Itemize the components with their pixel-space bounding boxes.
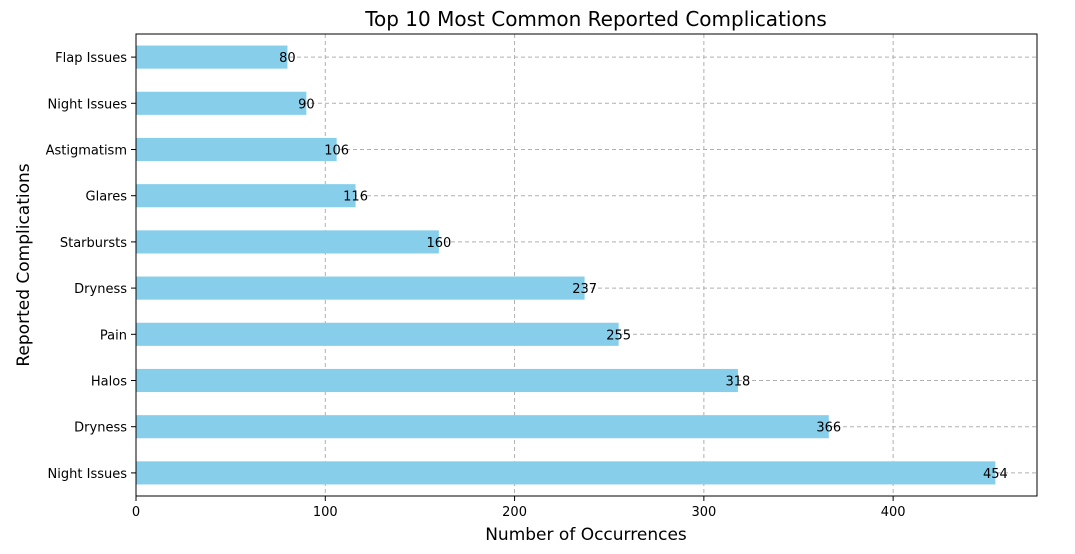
x-tick-label: 300 (691, 505, 716, 520)
y-tick-label: Night Issues (48, 97, 128, 112)
y-tick-label: Astigmatism (46, 144, 127, 159)
y-tick-label: Starbursts (60, 236, 127, 251)
bar (136, 368, 738, 393)
y-tick-label: Dryness (74, 421, 127, 436)
bar-value-label: 237 (572, 282, 597, 297)
y-tick-label: Pain (100, 328, 127, 343)
y-axis-label: Reported Complications (14, 163, 34, 366)
bar-value-label: 80 (279, 51, 296, 66)
bar (136, 230, 439, 254)
y-tick-label: Night Issues (48, 467, 128, 482)
bar-value-label: 116 (343, 190, 368, 205)
y-tick-label: Dryness (74, 282, 127, 297)
bar (136, 276, 585, 300)
bar (136, 45, 288, 69)
bar-value-label: 366 (816, 421, 841, 436)
bar-value-label: 318 (726, 375, 751, 390)
bar-value-label: 106 (324, 144, 349, 159)
y-tick-label: Halos (91, 375, 127, 390)
y-tick-label: Flap Issues (55, 51, 127, 66)
x-tick-label: 200 (502, 505, 527, 520)
plot-frame (135, 33, 1038, 497)
x-tick-label: 0 (132, 505, 140, 520)
bar-value-label: 90 (298, 97, 315, 112)
bar-value-label: 160 (426, 236, 451, 251)
data-labels: 454 366 318 255 237 160 116 106 90 80 (279, 51, 1008, 482)
bar (136, 415, 829, 439)
bars (136, 45, 996, 485)
x-axis-ticks: 0 100 200 300 400 (132, 496, 906, 520)
bar-value-label: 255 (606, 328, 631, 343)
bar-value-label: 454 (983, 467, 1008, 482)
y-tick-label: Glares (86, 190, 128, 205)
x-axis-label: Number of Occurrences (485, 525, 687, 545)
x-tick-label: 400 (881, 505, 906, 520)
bar (136, 91, 307, 115)
x-tick-label: 100 (313, 505, 338, 520)
bar (136, 137, 337, 162)
bar (136, 184, 356, 208)
bar (136, 322, 619, 346)
bar (136, 461, 996, 485)
y-axis-ticks: Night Issues Dryness Halos Pain Dryness Starb… (46, 51, 136, 482)
chart-title: Top 10 Most Common Reported Complication… (364, 7, 827, 31)
